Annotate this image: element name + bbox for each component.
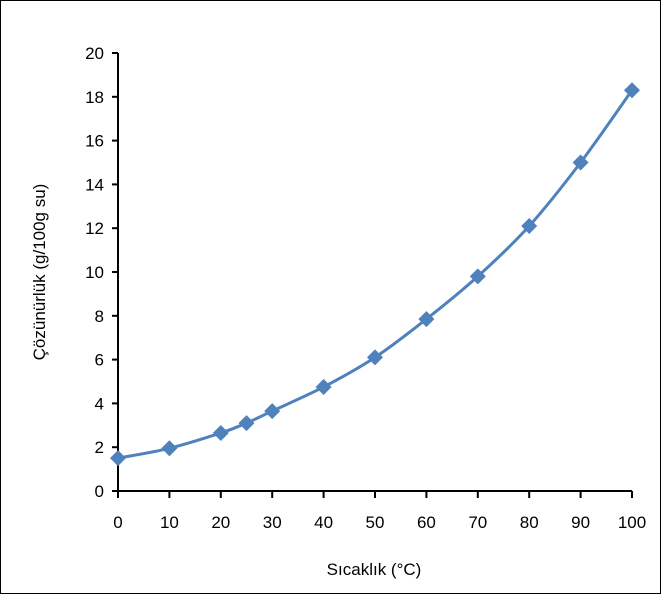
y-tick-label: 14	[85, 175, 104, 194]
y-tick-label: 4	[95, 394, 104, 413]
y-tick-label: 6	[95, 351, 104, 370]
x-tick-label: 20	[211, 513, 230, 532]
data-point-marker	[469, 268, 486, 285]
y-tick-label: 18	[85, 88, 104, 107]
x-tick-label: 40	[314, 513, 333, 532]
x-tick-label: 10	[160, 513, 179, 532]
y-tick-label: 10	[85, 263, 104, 282]
x-tick-label: 0	[113, 513, 122, 532]
data-point-marker	[418, 311, 435, 328]
y-tick-label: 16	[85, 132, 104, 151]
x-axis-title: Sıcaklık (°C)	[327, 560, 422, 579]
y-tick-label: 2	[95, 438, 104, 457]
y-tick-label: 0	[95, 482, 104, 501]
y-axis-title: Çözünürlük (g/100g su)	[30, 184, 49, 361]
x-tick-label: 50	[366, 513, 385, 532]
y-tick-label: 8	[95, 307, 104, 326]
data-point-marker	[161, 440, 178, 457]
data-point-marker	[238, 415, 255, 432]
x-tick-label: 80	[520, 513, 539, 532]
x-tick-label: 60	[417, 513, 436, 532]
data-point-marker	[110, 450, 126, 467]
ticks: 0 2 4 6 8 10 12 14 16 18 20 0 10 20 30 40 50 60 70 80 90 100	[85, 44, 646, 532]
data-point-marker	[315, 378, 332, 395]
x-tick-label: 90	[571, 513, 590, 532]
y-tick-label: 12	[85, 219, 104, 238]
data-point-marker	[212, 424, 229, 441]
series	[110, 82, 640, 467]
data-point-marker	[264, 403, 281, 420]
data-point-marker	[521, 218, 538, 235]
data-point-marker	[572, 154, 589, 171]
data-point-marker	[367, 349, 383, 366]
x-tick-label: 70	[468, 513, 487, 532]
x-tick-label: 30	[263, 513, 282, 532]
series-line	[117, 89, 634, 460]
x-tick-label: 100	[618, 513, 646, 532]
axes	[117, 53, 632, 492]
y-tick-label: 20	[85, 44, 104, 63]
data-point-marker	[624, 82, 640, 99]
